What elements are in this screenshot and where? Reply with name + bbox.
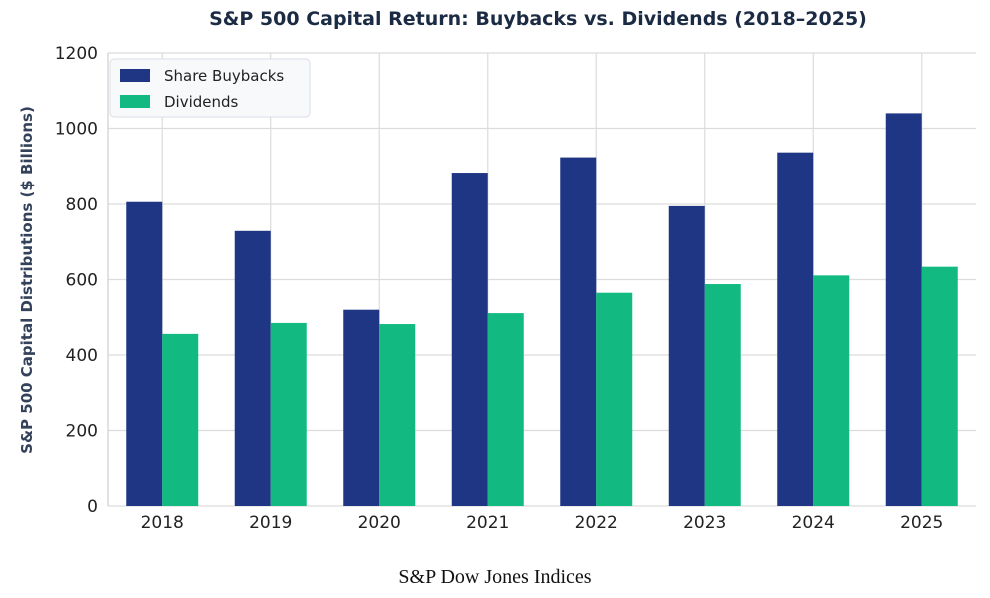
legend: Share Buybacks Dividends — [109, 58, 311, 118]
bar-buybacks-2025 — [885, 113, 922, 507]
chart-title: S&P 500 Capital Return: Buybacks vs. Div… — [209, 8, 867, 30]
y-tick-label: 600 — [66, 271, 98, 291]
x-tick-label: 2023 — [683, 513, 726, 533]
bar-chart: S&P 500 Capital Return: Buybacks vs. Div… — [18, 8, 976, 533]
bar-buybacks-2019 — [234, 230, 271, 507]
bar-dividends-2018 — [162, 333, 199, 506]
bars — [126, 113, 958, 507]
bar-dividends-2019 — [270, 322, 307, 506]
y-tick-label: 200 — [66, 422, 98, 442]
y-axis-label: S&P 500 Capital Distributions ($ Billion… — [18, 106, 36, 454]
bar-dividends-2023 — [704, 284, 741, 506]
chart-card: S&P 500 Capital Return: Buybacks vs. Div… — [18, 8, 976, 533]
legend-swatch — [120, 69, 150, 82]
source-caption: S&P Dow Jones Indices — [398, 566, 592, 588]
bar-buybacks-2024 — [777, 152, 814, 506]
y-tick-label: 800 — [66, 195, 98, 215]
bar-buybacks-2020 — [343, 309, 380, 506]
x-tick-label: 2022 — [575, 513, 618, 533]
legend-swatch — [120, 95, 150, 108]
legend-label: Share Buybacks — [164, 67, 284, 85]
bar-buybacks-2023 — [668, 205, 705, 506]
bar-dividends-2021 — [487, 313, 524, 506]
legend-box — [109, 58, 311, 118]
bar-buybacks-2018 — [126, 201, 163, 507]
y-tick-label: 1000 — [55, 120, 98, 140]
bar-dividends-2020 — [379, 324, 416, 506]
y-tick-label: 1200 — [55, 44, 98, 64]
x-tick-label: 2019 — [249, 513, 292, 533]
bar-buybacks-2021 — [451, 173, 488, 507]
bar-buybacks-2022 — [560, 157, 597, 506]
legend-label: Dividends — [164, 93, 239, 111]
bar-dividends-2022 — [596, 292, 633, 506]
x-tick-label: 2024 — [792, 513, 835, 533]
x-tick-label: 2020 — [358, 513, 401, 533]
x-tick-label: 2021 — [466, 513, 509, 533]
x-tick-label: 2025 — [900, 513, 943, 533]
axes: 0 200 400 600 800 1000 1200 2018 2019 2020 2021 202… — [55, 44, 944, 533]
x-tick-label: 2018 — [141, 513, 184, 533]
bar-dividends-2024 — [813, 275, 850, 506]
y-tick-label: 0 — [87, 497, 98, 517]
y-tick-label: 400 — [66, 346, 98, 366]
bar-dividends-2025 — [921, 266, 958, 506]
